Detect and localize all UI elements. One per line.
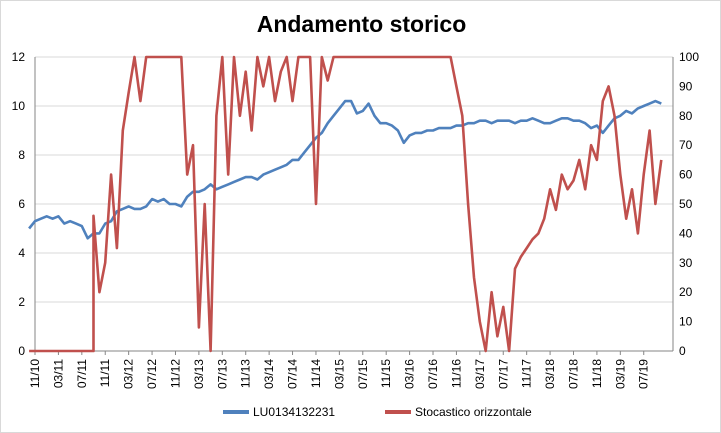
x-tick-label: 03/12 [122, 359, 136, 389]
series-line-1 [28, 99, 662, 240]
y-left-tick-label: 6 [18, 197, 25, 211]
x-tick-label: 11/18 [590, 359, 604, 388]
y-right-tick-label: 80 [679, 109, 693, 123]
x-tick-label: 11/15 [379, 359, 393, 388]
x-tick-label: 03/13 [192, 359, 206, 389]
chart-title: Andamento storico [256, 11, 467, 37]
x-tick-label: 11/13 [239, 359, 253, 388]
x-tick-label: 07/14 [286, 359, 300, 389]
y-left-tick-label: 10 [12, 99, 26, 113]
x-tick-label: 03/18 [543, 359, 557, 389]
legend-swatch [223, 410, 249, 414]
x-tick-label: 11/10 [28, 359, 42, 388]
x-tick-label: 07/13 [215, 359, 229, 389]
x-tick-label: 11/14 [309, 359, 323, 388]
legend-item: LU0134132231 [223, 402, 335, 422]
x-tick-label: 11/12 [168, 359, 182, 388]
y-right-tick-label: 60 [679, 168, 693, 182]
y-right-tick-label: 20 [679, 285, 693, 299]
x-tick-label: 07/12 [145, 359, 159, 389]
y-right-tick-label: 30 [679, 256, 693, 270]
y-right-tick-label: 50 [679, 197, 693, 211]
y-right-tick-label: 90 [679, 79, 693, 93]
y-left-tick-label: 8 [18, 148, 25, 162]
x-tick-label: 07/11 [75, 359, 89, 388]
x-tick-label: 03/16 [403, 359, 417, 389]
x-tick-label: 03/19 [613, 359, 627, 389]
x-tick-label: 03/14 [262, 359, 276, 389]
x-tick-label: 07/15 [356, 359, 370, 389]
x-tick-label: 07/18 [566, 359, 580, 389]
chart-legend: LU0134132231 Stocastico orizzontale [1, 402, 720, 422]
x-tick-label: 07/16 [426, 359, 440, 389]
x-tick-label: 03/17 [473, 359, 487, 389]
y-right-tick-label: 100 [679, 50, 699, 64]
x-tick-label: 03/11 [51, 359, 65, 388]
legend-swatch [385, 410, 411, 414]
y-right-tick-label: 70 [679, 138, 693, 152]
y-left-tick-label: 12 [12, 50, 26, 64]
y-right-tick-label: 0 [679, 344, 686, 358]
legend-item: Stocastico orizzontale [385, 402, 532, 422]
x-tick-label: 11/11 [98, 359, 112, 388]
y-right-tick-label: 40 [679, 226, 693, 240]
x-tick-label: 11/16 [449, 359, 463, 388]
legend-label: Stocastico orizzontale [415, 405, 532, 419]
x-tick-label: 07/17 [496, 359, 510, 389]
y-left-tick-label: 2 [18, 295, 25, 309]
x-tick-label: 11/17 [520, 359, 534, 388]
x-tick-label: 03/15 [332, 359, 346, 389]
series-line-2 [29, 55, 663, 353]
y-left-tick-label: 0 [18, 344, 25, 358]
legend-label: LU0134132231 [253, 405, 336, 419]
y-left-tick-label: 4 [18, 246, 25, 260]
x-tick-label: 07/19 [637, 359, 651, 389]
y-right-tick-label: 10 [679, 315, 693, 329]
